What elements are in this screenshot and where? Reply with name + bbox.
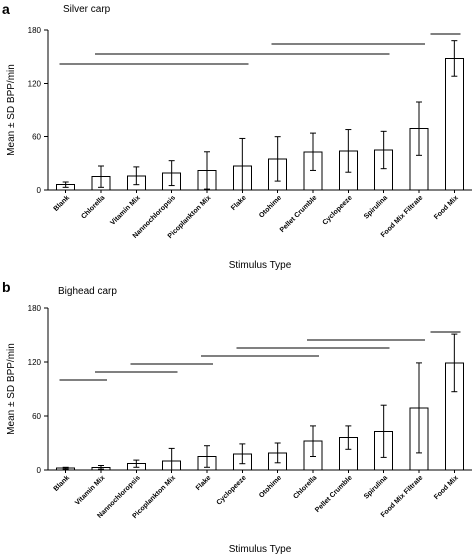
x-tick-label: Food Mix	[433, 474, 460, 501]
y-tick-label: 60	[32, 133, 41, 142]
chart-title: Silver carp	[63, 4, 111, 15]
x-tick-label: Cyclopeeze	[322, 194, 354, 226]
panel-letter: b	[2, 279, 11, 295]
x-tick-label: Spirulina	[363, 474, 389, 500]
x-tick-label: Otohime	[258, 474, 283, 499]
x-tick-label: Chlorella	[292, 474, 318, 500]
x-tick-label: Cyclopeeze	[216, 474, 248, 506]
y-axis-title: Mean ± SD BPP/min	[6, 64, 17, 156]
x-tick-label: Otohime	[258, 194, 283, 219]
x-tick-label: Food Mix	[433, 194, 460, 221]
y-tick-label: 120	[28, 79, 42, 88]
chart-panel-b: b Bighead carp 0 60 120 180 Mean ± SD BPP/min B…	[2, 279, 472, 554]
panel-letter: a	[2, 1, 10, 17]
x-tick-label: Flake	[230, 194, 248, 212]
chart-panel-a: a Silver carp 0 60 120 180 Mean ± SD BPP/min Bl…	[2, 1, 472, 271]
x-tick-label: Chlorella	[80, 194, 106, 220]
x-tick-label: Flake	[195, 474, 213, 492]
x-tick-label: Vitamin Mix	[74, 474, 106, 506]
x-tick-label: Blank	[53, 194, 72, 213]
y-tick-label: 0	[37, 186, 42, 195]
y-tick-label: 180	[28, 304, 42, 313]
y-tick-label: 180	[28, 26, 42, 35]
x-tick-label: Spirulina	[363, 194, 389, 220]
x-tick-label: Blank	[53, 474, 72, 493]
y-axis-title: Mean ± SD BPP/min	[6, 343, 17, 435]
bar-food-mix	[444, 57, 464, 191]
chart-title: Bighead carp	[58, 286, 117, 297]
x-axis-title: Stimulus Type	[229, 260, 292, 271]
x-tick-label: Vitamin Mix	[109, 194, 141, 226]
y-tick-label: 0	[37, 466, 42, 475]
y-tick-label: 60	[32, 412, 41, 421]
x-tick-label: Pellet Crumble	[314, 474, 354, 514]
x-axis-title: Stimulus Type	[229, 544, 292, 554]
x-tick-label: Pellet Crumble	[279, 194, 319, 234]
y-tick-label: 120	[28, 358, 42, 367]
